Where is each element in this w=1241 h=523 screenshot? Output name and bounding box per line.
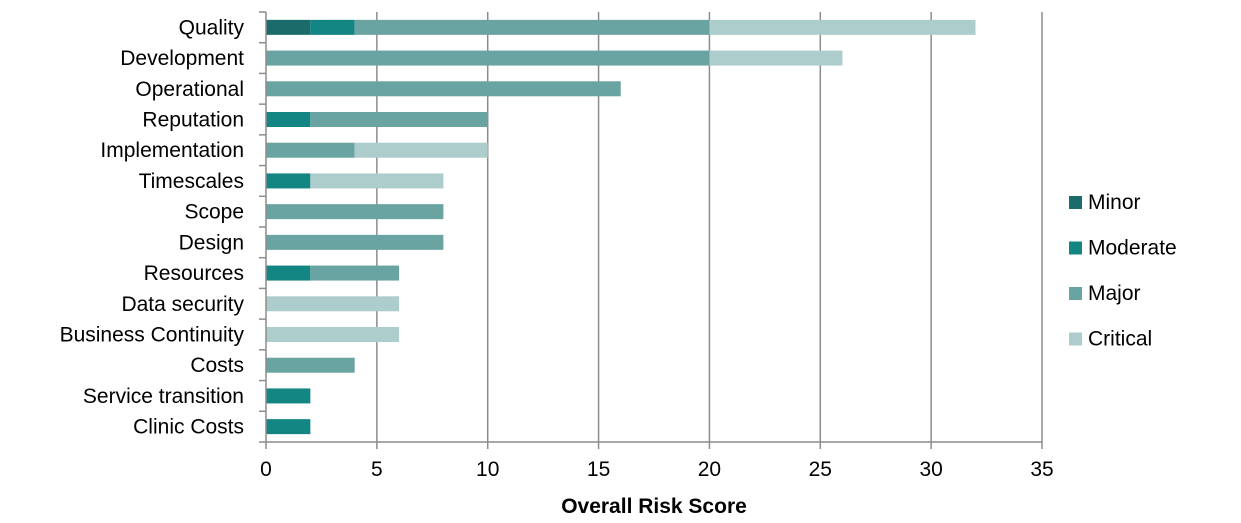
bar-segment-moderate bbox=[310, 19, 355, 35]
category-label: Costs bbox=[190, 354, 244, 377]
category-label: Business Continuity bbox=[60, 324, 245, 347]
legend-swatch-moderate bbox=[1069, 241, 1082, 255]
category-label: Reputation bbox=[142, 109, 244, 132]
category-label: Clinic Costs bbox=[133, 416, 244, 439]
legend-label-moderate: Moderate bbox=[1088, 237, 1177, 260]
bar-segment-critical bbox=[266, 327, 400, 342]
category-label: Service transition bbox=[83, 385, 244, 408]
category-label: Design bbox=[179, 231, 244, 254]
x-tick-label: 35 bbox=[1030, 458, 1053, 481]
bar-segment-major bbox=[266, 204, 444, 220]
bar-segment-moderate bbox=[266, 388, 311, 404]
category-label: Data security bbox=[121, 293, 244, 316]
legend-swatch-critical bbox=[1069, 332, 1082, 346]
bar-segment-moderate bbox=[266, 112, 311, 127]
category-label: Timescales bbox=[139, 170, 244, 193]
category-labels: Quality Development Operational Reputation I… bbox=[60, 16, 245, 438]
legend-swatch-major bbox=[1069, 287, 1082, 300]
bar-segment-critical bbox=[709, 19, 976, 35]
bar-segment-critical bbox=[709, 50, 843, 66]
bar-segment-moderate bbox=[266, 173, 311, 189]
legend-label-minor: Minor bbox=[1088, 191, 1141, 214]
bar-segment-major bbox=[266, 50, 710, 66]
tick-labels: 0 5 10 15 20 25 30 35 bbox=[260, 458, 1054, 481]
x-tick-label: 30 bbox=[919, 458, 942, 481]
legend-swatch-minor bbox=[1069, 196, 1082, 209]
bar-segment-major bbox=[354, 19, 710, 35]
bar-segment-moderate bbox=[266, 419, 311, 435]
bar-segment-major bbox=[266, 357, 355, 373]
bar-segment-critical bbox=[266, 296, 400, 312]
x-tick-label: 5 bbox=[371, 458, 383, 481]
x-tick-label: 15 bbox=[587, 458, 610, 481]
bar-segment-moderate bbox=[266, 265, 311, 281]
x-axis-title: Overall Risk Score bbox=[561, 495, 747, 518]
bars bbox=[266, 19, 976, 435]
gridlines bbox=[376, 12, 1043, 442]
category-label: Development bbox=[120, 47, 244, 70]
bar-segment-major bbox=[310, 112, 488, 127]
category-label: Scope bbox=[184, 201, 244, 224]
x-tick-label: 0 bbox=[260, 458, 272, 481]
category-label: Quality bbox=[179, 16, 245, 39]
bar-segment-major bbox=[266, 234, 444, 250]
x-tick-label: 20 bbox=[698, 458, 721, 481]
category-label: Resources bbox=[144, 262, 244, 285]
x-tick-label: 25 bbox=[809, 458, 832, 481]
bar-segment-major bbox=[310, 265, 400, 281]
legend-label-major: Major bbox=[1088, 282, 1141, 305]
legend-label-critical: Critical bbox=[1088, 328, 1152, 351]
axes bbox=[259, 11, 1043, 449]
x-tick-label: 10 bbox=[476, 458, 499, 481]
bar-segment-critical bbox=[354, 142, 488, 158]
bar-segment-minor bbox=[266, 19, 311, 35]
category-label: Implementation bbox=[100, 139, 244, 162]
bar-segment-major bbox=[266, 142, 355, 158]
bar-segment-critical bbox=[310, 173, 444, 189]
bar-segment-major bbox=[266, 81, 621, 97]
category-label: Operational bbox=[135, 78, 244, 101]
legend: Minor Moderate Major Critical bbox=[1069, 191, 1177, 351]
